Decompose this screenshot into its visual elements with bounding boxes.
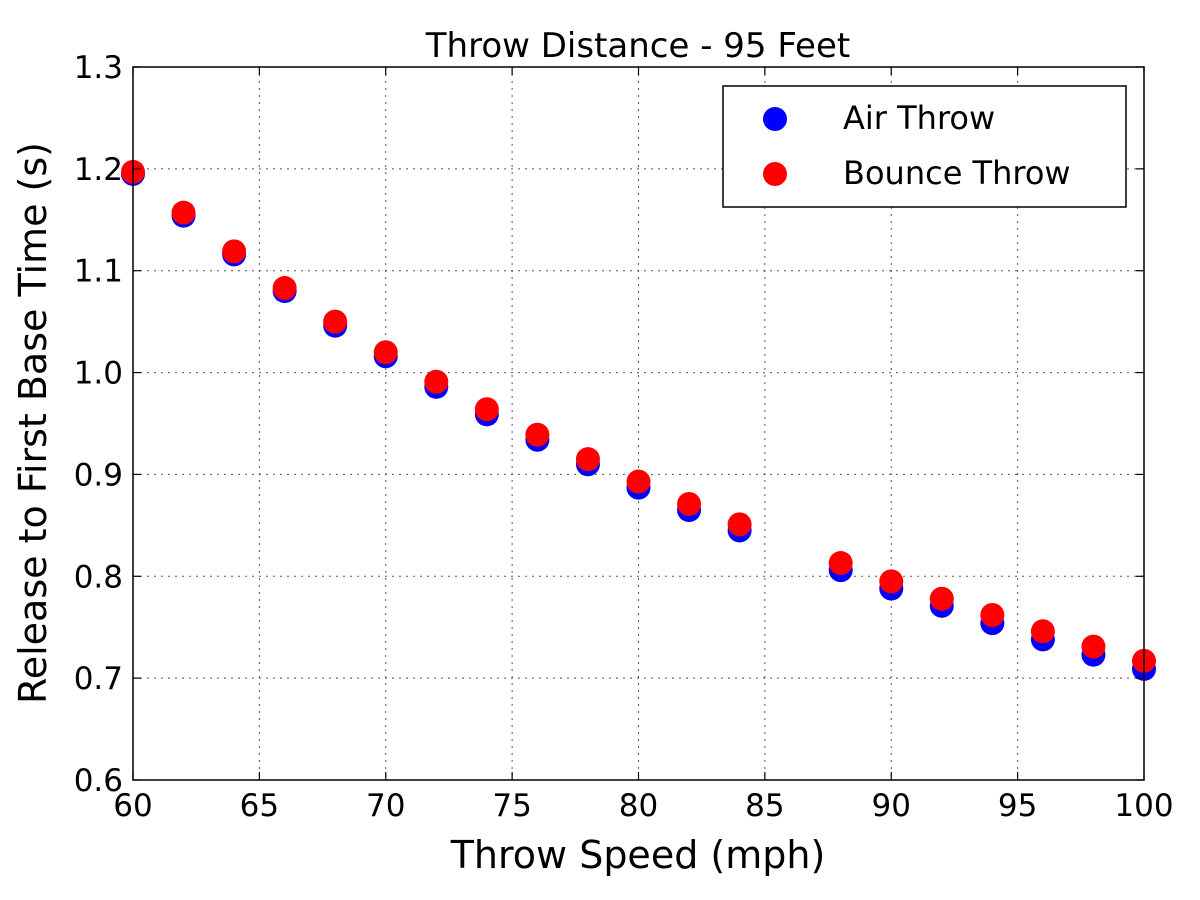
x-tick-label: 70: [366, 788, 405, 824]
data-point: [323, 309, 348, 334]
y-tick-label: 1.0: [74, 356, 123, 392]
legend-box: [722, 85, 1127, 208]
x-tick-label: 65: [240, 788, 279, 824]
x-tick-label: 90: [872, 788, 911, 824]
y-tick-label: 0.9: [74, 457, 123, 493]
ticks: 60 65 70 75 80 85 90 95 100 0.6 0.7 0.8 0.9 1.0 1.1 1.2…: [74, 50, 1174, 824]
y-tick-label: 0.6: [74, 763, 123, 799]
x-tick-label: 85: [745, 788, 784, 824]
data-point: [980, 602, 1005, 627]
data-point: [171, 200, 196, 225]
y-tick-label: 1.2: [74, 152, 123, 188]
data-point: [474, 397, 499, 422]
legend-label-bounce-throw: Bounce Throw: [843, 154, 1071, 192]
data-point: [222, 239, 247, 264]
x-tick-label: 80: [619, 788, 658, 824]
x-tick-label: 95: [998, 788, 1037, 824]
data-point: [1081, 634, 1106, 659]
data-point: [929, 586, 954, 611]
data-point: [424, 369, 449, 394]
y-tick-label: 1.1: [74, 254, 123, 290]
legend-label-air-throw: Air Throw: [843, 99, 995, 137]
y-tick-label: 0.8: [74, 559, 123, 595]
data-point: [879, 569, 904, 594]
data-point: [1030, 619, 1055, 644]
data-point: [272, 276, 297, 301]
legend: Air Throw Bounce Throw: [722, 85, 1127, 208]
y-tick-label: 1.3: [74, 50, 123, 86]
data-point: [677, 491, 702, 516]
data-point: [575, 447, 600, 472]
data-point: [525, 422, 550, 447]
data-point: [828, 551, 853, 576]
chart-title: Throw Distance - 95 Feet: [425, 26, 850, 66]
data-point: [727, 512, 752, 537]
x-tick-label: 100: [1114, 788, 1173, 824]
data-point: [373, 340, 398, 365]
x-axis-label: Throw Speed (mph): [450, 833, 826, 877]
legend-marker-air-throw: [763, 107, 787, 131]
legend-marker-bounce-throw: [763, 162, 787, 186]
series-air-throw: [121, 161, 1156, 681]
y-tick-label: 0.7: [74, 661, 123, 697]
x-tick-label: 75: [492, 788, 531, 824]
y-axis-label: Release to First Base Time (s): [11, 142, 55, 704]
x-tick-label: 60: [113, 788, 152, 824]
data-points: [121, 159, 1156, 681]
data-point: [626, 469, 651, 494]
